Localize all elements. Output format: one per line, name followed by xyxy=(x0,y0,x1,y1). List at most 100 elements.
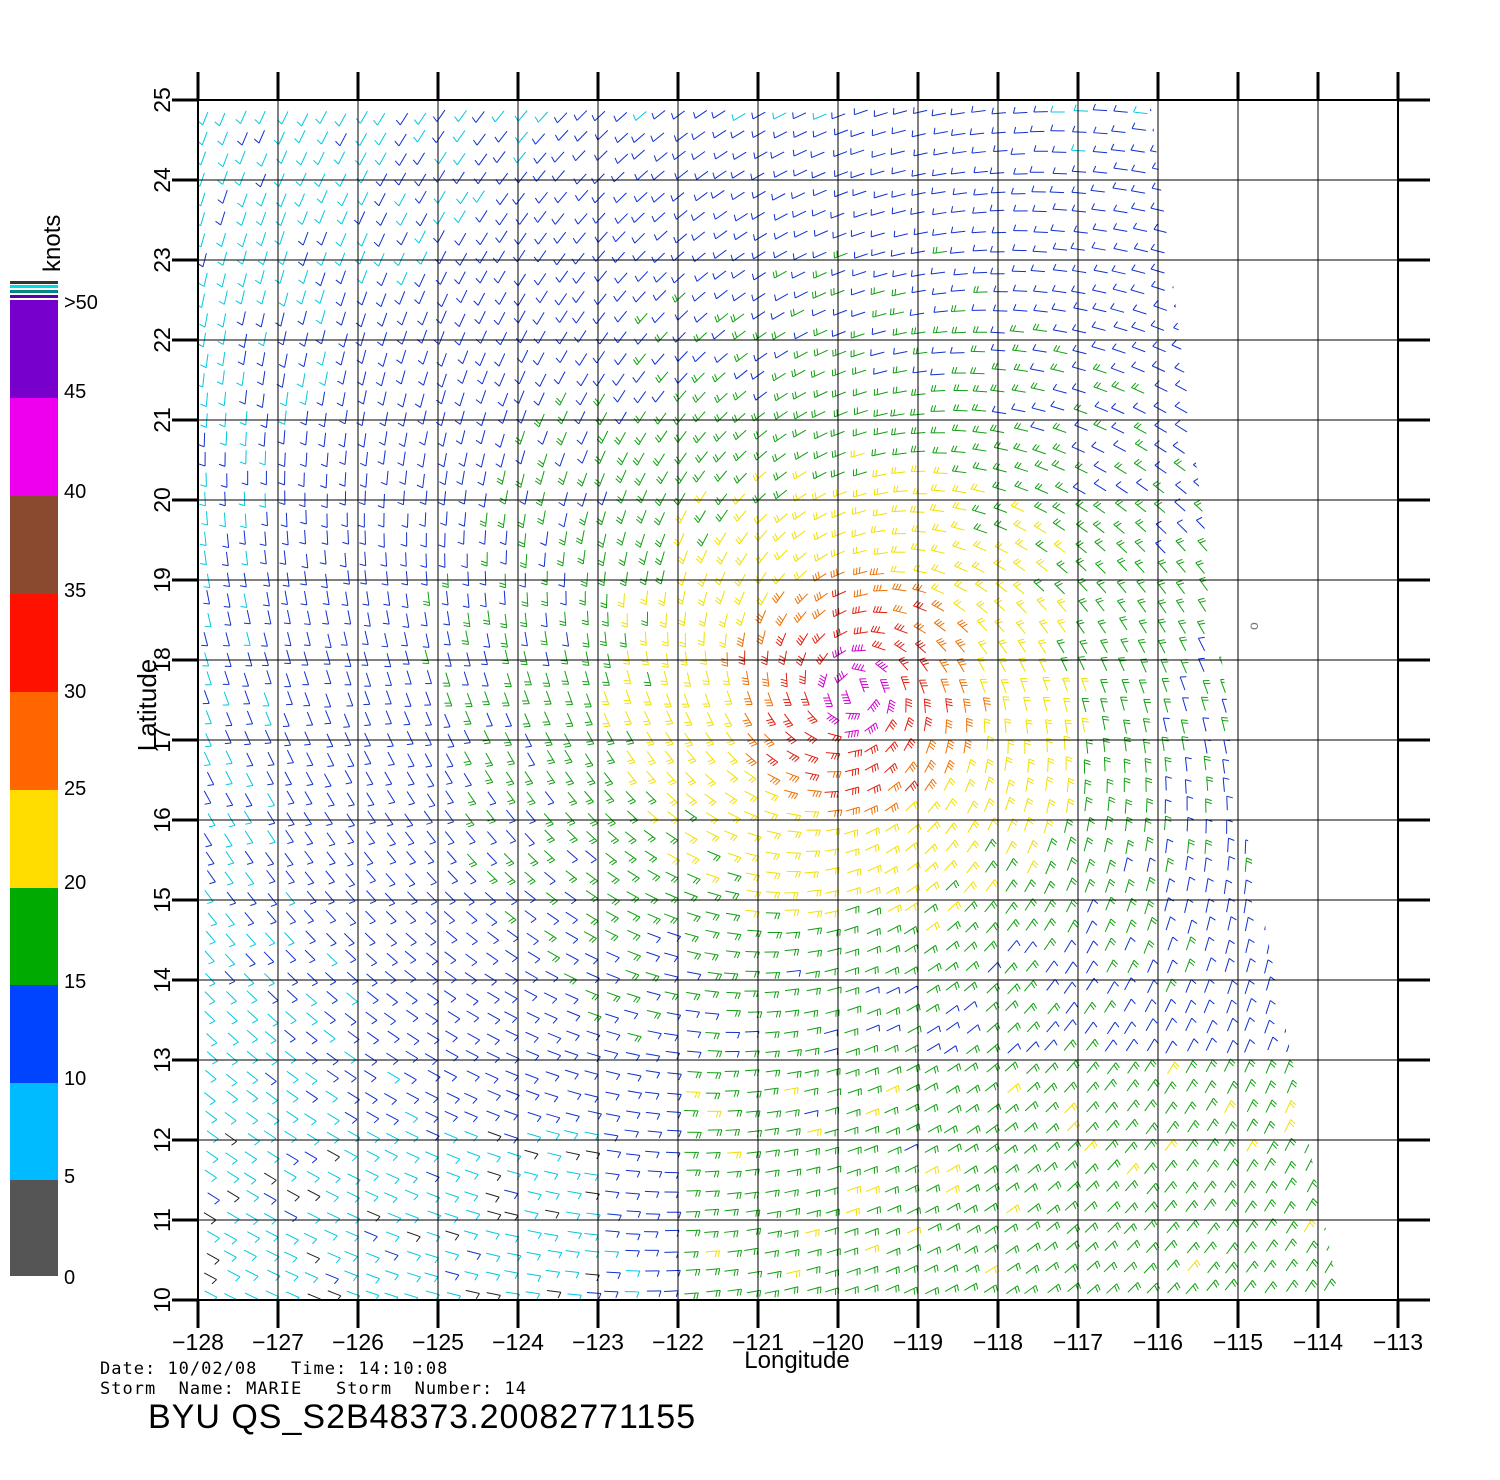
wind-barb xyxy=(566,1211,581,1221)
wind-barb xyxy=(323,1029,336,1043)
wind-barb xyxy=(1126,1162,1140,1175)
wind-barb xyxy=(257,251,268,266)
wind-barb xyxy=(377,391,387,406)
wind-barb xyxy=(1050,363,1065,373)
wind-barb xyxy=(443,611,451,626)
wind-barb xyxy=(685,1268,701,1276)
wind-barb xyxy=(785,931,801,939)
wind-barb xyxy=(747,1011,763,1019)
wind-barb xyxy=(1244,1180,1257,1194)
wind-barb xyxy=(524,832,535,847)
wind-barb xyxy=(334,113,347,127)
wind-barb xyxy=(567,1090,582,1100)
wind-barb xyxy=(775,632,787,647)
wind-barb xyxy=(383,591,391,606)
wind-barb xyxy=(218,391,227,407)
wind-barb xyxy=(1066,1060,1080,1072)
wind-barb xyxy=(204,991,216,1005)
wind-barb xyxy=(606,1149,622,1159)
wind-barb xyxy=(425,1091,439,1104)
wind-barb xyxy=(505,892,518,906)
wind-barb xyxy=(237,250,247,265)
wind-barb xyxy=(626,1110,641,1119)
wind-barb xyxy=(415,213,428,227)
wind-barb xyxy=(1165,1101,1178,1114)
wind-barb xyxy=(566,1030,580,1041)
wind-barb xyxy=(1146,857,1156,872)
wind-barb xyxy=(1185,1283,1199,1295)
wind-barb xyxy=(1192,421,1206,434)
wind-barb xyxy=(845,848,860,856)
wind-barb xyxy=(245,1213,259,1226)
wind-barb xyxy=(989,204,1005,212)
y-axis-label: Latitude xyxy=(132,659,162,752)
wind-barb xyxy=(911,525,926,533)
wind-barb xyxy=(386,1132,400,1145)
wind-barb xyxy=(301,553,309,569)
wind-barb xyxy=(556,552,565,567)
wind-barb xyxy=(264,670,272,685)
wind-barb xyxy=(267,1112,280,1125)
wind-barb xyxy=(1007,739,1015,754)
wind-barb xyxy=(666,1012,682,1021)
wind-barb xyxy=(286,989,298,1004)
wind-barb xyxy=(792,131,808,138)
wind-barb xyxy=(751,311,766,320)
wind-barb xyxy=(1031,402,1046,412)
colorbar-seg-15-20 xyxy=(10,888,58,985)
wind-barb xyxy=(1185,999,1197,1014)
wind-barb xyxy=(825,1269,840,1277)
wind-barb xyxy=(1005,1103,1020,1114)
wind-barb xyxy=(1244,916,1254,932)
wind-barb xyxy=(811,409,826,418)
wind-barb xyxy=(267,751,275,767)
colorbar-seg-40-45 xyxy=(10,398,58,496)
wind-barb xyxy=(224,871,234,886)
wind-barb xyxy=(1185,936,1197,951)
wind-barb xyxy=(1284,1100,1296,1114)
wind-barb xyxy=(438,533,446,548)
wind-barb xyxy=(953,384,968,392)
wind-barb xyxy=(505,972,518,985)
wind-barb xyxy=(365,1169,379,1182)
wind-barb xyxy=(813,389,828,398)
wind-barb xyxy=(773,411,788,420)
wind-barb xyxy=(1304,819,1311,834)
wind-barb xyxy=(326,832,336,847)
wind-barb xyxy=(665,832,679,845)
wind-barb xyxy=(1307,916,1316,931)
wind-barb xyxy=(444,1110,458,1123)
wind-barb xyxy=(746,889,762,899)
wind-barb xyxy=(264,729,272,744)
wind-barb xyxy=(307,1293,322,1300)
wind-barb xyxy=(225,913,235,928)
wind-barb xyxy=(234,172,246,186)
wind-barb xyxy=(906,1003,921,1012)
wind-barb xyxy=(1105,1101,1119,1114)
wind-barb xyxy=(913,564,928,574)
wind-barb xyxy=(487,1210,502,1221)
wind-barb xyxy=(1144,1201,1158,1213)
wind-barb xyxy=(1284,1018,1295,1033)
wind-barb xyxy=(1265,1218,1278,1231)
wind-barb xyxy=(1166,1259,1180,1271)
wind-barb xyxy=(1154,440,1167,453)
wind-barb xyxy=(276,150,288,164)
wind-barb xyxy=(484,770,494,785)
wind-barb xyxy=(850,148,865,156)
wind-barb xyxy=(632,452,645,466)
wind-barb xyxy=(1066,877,1078,891)
wind-barb xyxy=(1285,999,1296,1014)
wind-barb xyxy=(322,610,330,625)
wind-barb xyxy=(445,1230,460,1241)
wind-barb xyxy=(254,110,266,125)
wind-barb xyxy=(521,690,530,705)
wind-barb xyxy=(426,952,438,966)
wind-barb xyxy=(243,690,251,705)
wind-barb xyxy=(1172,202,1188,212)
wind-barb xyxy=(525,1073,539,1085)
wind-barb xyxy=(653,412,667,425)
wind-barb xyxy=(1091,321,1106,331)
wind-barb xyxy=(1235,500,1247,515)
wind-barb xyxy=(616,531,626,546)
